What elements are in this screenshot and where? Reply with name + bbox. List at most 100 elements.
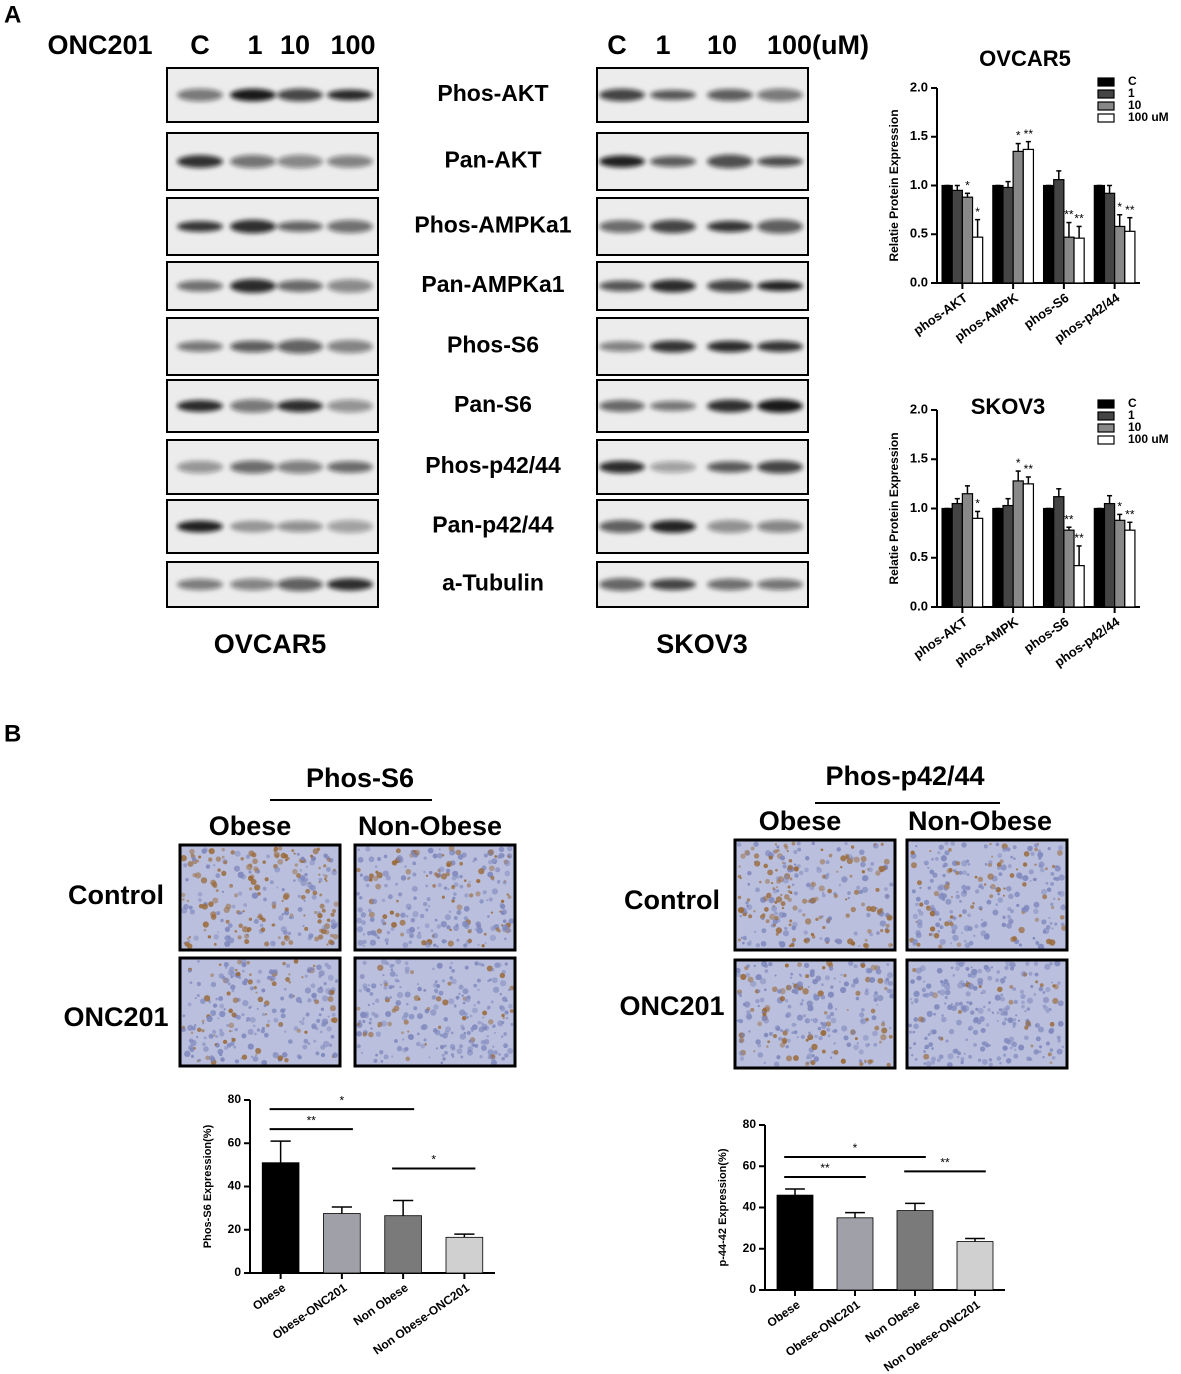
- cell: [925, 905, 932, 911]
- cell: [474, 961, 479, 966]
- cell: [963, 1052, 966, 1055]
- cell: [395, 848, 401, 854]
- cell: [283, 1030, 287, 1033]
- cell: [1003, 1011, 1008, 1016]
- bar: [1073, 565, 1085, 608]
- y-tick-label: 0: [749, 1282, 756, 1296]
- cell: [314, 910, 318, 915]
- band: [277, 339, 323, 354]
- cell: [402, 942, 409, 948]
- cell: [318, 877, 323, 882]
- cell: [808, 1034, 811, 1038]
- cell: [811, 1043, 818, 1051]
- cell: [293, 879, 296, 882]
- cell: [880, 1034, 887, 1041]
- cell: [961, 884, 967, 890]
- cell: [1018, 926, 1025, 934]
- cell: [368, 911, 375, 918]
- cell: [931, 1029, 937, 1035]
- cell: [280, 941, 286, 946]
- cell: [807, 899, 811, 903]
- band: [277, 154, 323, 169]
- cell: [448, 910, 452, 913]
- cell: [940, 891, 944, 896]
- cell: [274, 866, 281, 873]
- band: [327, 220, 373, 233]
- cell: [284, 1057, 289, 1063]
- cell: [846, 1042, 852, 1048]
- significance: *: [853, 1141, 858, 1155]
- cell: [446, 868, 451, 873]
- cell: [246, 960, 250, 965]
- cell: [243, 903, 248, 907]
- cell: [744, 849, 750, 856]
- cell: [940, 855, 947, 862]
- cell: [926, 983, 932, 989]
- cell: [283, 987, 287, 991]
- cell: [472, 1043, 477, 1048]
- cell: [473, 983, 478, 988]
- cell: [183, 863, 188, 868]
- cell: [830, 1056, 833, 1059]
- cell: [774, 915, 779, 921]
- cell: [1049, 1027, 1055, 1033]
- cell: [500, 903, 506, 910]
- cell: [746, 1010, 751, 1015]
- treatment-label: ONC201: [47, 30, 152, 60]
- cell: [974, 924, 979, 929]
- cell: [988, 1058, 993, 1062]
- cell: [303, 899, 306, 902]
- cell: [1044, 963, 1051, 970]
- cell: [438, 848, 441, 851]
- y-tick-label: 20: [743, 1241, 757, 1255]
- cell: [762, 1015, 767, 1020]
- blot-bands: [177, 339, 373, 354]
- cell: [796, 1014, 803, 1021]
- cell: [405, 1056, 411, 1062]
- cell: [987, 1008, 991, 1012]
- cell: [292, 868, 298, 875]
- cell: [1049, 1021, 1055, 1027]
- cell: [836, 938, 843, 945]
- cell: [949, 915, 954, 919]
- cell: [777, 876, 785, 883]
- cell: [811, 882, 814, 886]
- cell: [825, 1021, 832, 1027]
- y-axis-label: Relatie Protein Expression: [887, 432, 901, 584]
- cell: [208, 848, 215, 855]
- cell: [1021, 1004, 1025, 1009]
- cell: [745, 972, 751, 978]
- cell: [507, 928, 512, 933]
- cell: [313, 1039, 317, 1043]
- band: [650, 279, 696, 293]
- cell: [206, 1015, 213, 1022]
- cell: [357, 939, 364, 946]
- cell: [831, 1051, 834, 1054]
- cell: [736, 1019, 740, 1023]
- cell: [401, 1031, 404, 1035]
- cell: [955, 871, 960, 875]
- cell: [318, 974, 322, 978]
- cell: [369, 939, 377, 946]
- legend-swatch: [1097, 435, 1115, 445]
- cell: [208, 1033, 214, 1039]
- cell: [944, 995, 948, 1000]
- y-tick-label: 40: [743, 1200, 757, 1214]
- cell: [830, 1017, 837, 1024]
- cell: [819, 859, 826, 865]
- cell: [189, 981, 193, 985]
- cell: [212, 1003, 218, 1008]
- cell: [777, 989, 782, 994]
- cell: [230, 1029, 233, 1033]
- cell: [939, 989, 946, 996]
- cell: [784, 894, 790, 900]
- cell: [817, 1026, 822, 1031]
- cell: [964, 942, 971, 949]
- blot-bands: [177, 577, 373, 592]
- cell: [390, 927, 395, 931]
- cell: [1003, 976, 1007, 980]
- cell: [763, 895, 769, 902]
- cell: [434, 980, 438, 984]
- cell: [215, 873, 221, 879]
- cell: [432, 884, 436, 888]
